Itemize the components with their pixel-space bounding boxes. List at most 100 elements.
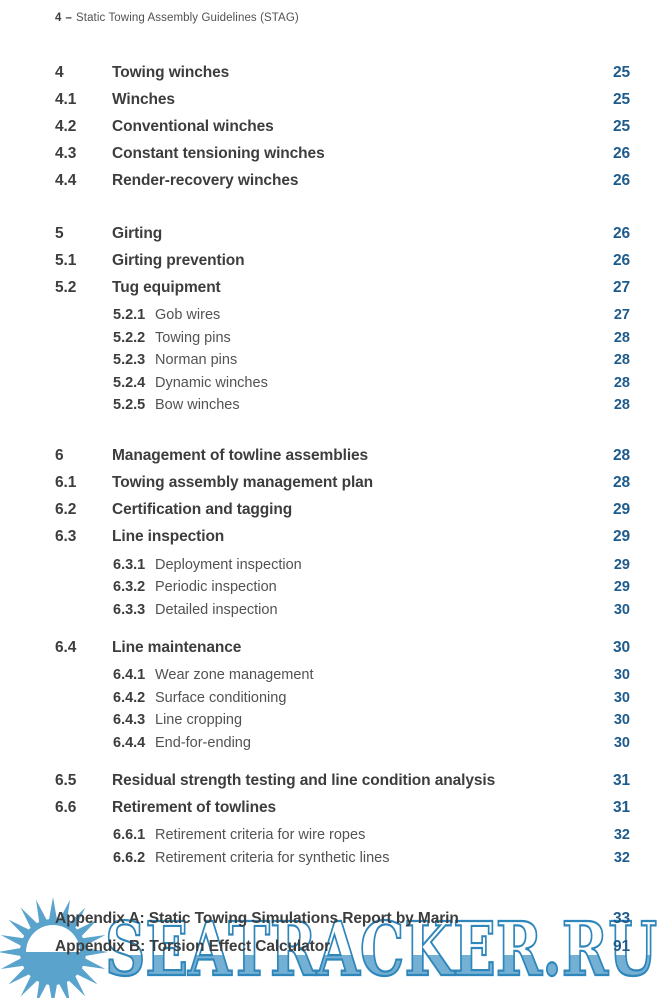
appendix-list: Appendix A: Static Towing Simulations Re… xyxy=(55,905,630,961)
appendix-page: 33 xyxy=(612,910,630,927)
toc-row: 6.4.3 Line cropping 30 xyxy=(55,709,630,732)
toc-entry-page: 26 xyxy=(612,224,630,242)
toc-entry-page: 25 xyxy=(612,117,630,135)
toc-entry-page: 30 xyxy=(613,667,630,684)
toc-entry-number: 5.2.5 xyxy=(113,397,146,414)
toc-entry-number: 5 xyxy=(55,224,64,242)
toc-entry-page: 29 xyxy=(613,556,630,573)
toc-entry-title: Management of towline assemblies xyxy=(112,447,369,464)
toc-row: 6.4.1 Wear zone management 30 xyxy=(55,664,630,687)
sun-ray xyxy=(36,899,49,927)
sun-ray xyxy=(48,897,58,924)
toc-entry-number: 6.3.1 xyxy=(113,556,146,573)
toc-entry-title: Wear zone management xyxy=(155,667,314,684)
toc-row: 5.2.2 Towing pins 28 xyxy=(55,327,630,350)
toc-entry-title: Detailed inspection xyxy=(155,601,278,618)
toc-row: 6.6 Retirement of towlines 31 xyxy=(55,794,630,821)
toc-entry-page: 28 xyxy=(613,329,630,346)
toc-entry-number: 6.6.2 xyxy=(113,849,146,866)
toc-entry-title: Towing pins xyxy=(155,329,231,346)
toc-row: 5.2.5 Bow winches 28 xyxy=(55,394,630,417)
appendix-row: Appendix A: Static Towing Simulations Re… xyxy=(55,905,630,933)
toc-entry-page: 28 xyxy=(613,352,630,369)
toc-row: 6.5 Residual strength testing and line co… xyxy=(55,767,630,794)
toc-entry-title: Line cropping xyxy=(155,712,243,729)
toc-entry-title: Periodic inspection xyxy=(155,579,277,596)
header-document-title: Static Towing Assembly Guidelines (STAG) xyxy=(76,12,299,24)
toc-entry-number: 6.4.1 xyxy=(113,667,146,684)
toc-entry-title: Deployment inspection xyxy=(155,556,302,573)
toc-entry-number: 6.6 xyxy=(55,798,77,816)
toc-entry-page: 26 xyxy=(612,251,630,269)
toc-row: 6.3.2 Periodic inspection 29 xyxy=(55,576,630,599)
toc-entry-page: 28 xyxy=(613,397,630,414)
toc-row: 5.2.1 Gob wires 27 xyxy=(55,304,630,327)
toc-entry-title: Line maintenance xyxy=(112,638,242,656)
seatracker-watermark: SEATRACKER.RU xyxy=(0,897,658,998)
toc-entry-page: 30 xyxy=(613,734,630,751)
toc-entry-number: 4 xyxy=(55,63,64,81)
toc-entry-number: 6.5 xyxy=(55,771,77,789)
toc-row: 6.4.2 Surface conditioning 30 xyxy=(55,687,630,710)
toc-entry-title: Retirement criteria for wire ropes xyxy=(155,827,366,844)
sun-ray xyxy=(78,956,106,969)
toc-list: 4 Towing winches 25 4.1 Winches 25 4.2 Conventi… xyxy=(55,59,630,869)
toc-entry-title: Girting prevention xyxy=(112,251,245,269)
toc-entry-title: Conventional winches xyxy=(112,117,274,135)
toc-row: 6 Management of towline assemblies 28 xyxy=(55,443,630,470)
toc-entry-number: 5.2 xyxy=(55,278,77,296)
toc-entry-number: 4.3 xyxy=(55,144,77,162)
sun-ray xyxy=(57,899,70,927)
toc-entry-title: Render-recovery winches xyxy=(112,171,299,189)
toc-entry-title: Retirement of towlines xyxy=(112,798,277,816)
toc-entry-number: 6.4.3 xyxy=(113,712,146,729)
toc-entry-page: 27 xyxy=(613,307,630,324)
toc-entry-page: 28 xyxy=(612,474,630,491)
toc-entry-title: Winches xyxy=(112,90,175,108)
toc-entry-page: 30 xyxy=(612,638,630,656)
toc-entry-title: Residual strength testing and line condi… xyxy=(112,771,496,789)
toc-entry-number: 4.1 xyxy=(55,90,77,108)
toc-entry-title: Norman pins xyxy=(155,352,238,369)
toc-entry-page: 28 xyxy=(612,447,630,464)
toc-entry-page: 30 xyxy=(613,601,630,618)
toc-entry-title: Bow winches xyxy=(155,397,240,414)
toc-entry-title: Tug equipment xyxy=(112,278,221,296)
toc-row: 6.6.1 Retirement criteria for wire ropes 3… xyxy=(55,824,630,847)
toc-row: 6.6.2 Retirement criteria for synthetic l… xyxy=(55,847,630,870)
toc-entry-title: Line inspection xyxy=(112,528,225,545)
sun-ray xyxy=(0,947,25,957)
toc-row: 6.3.3 Detailed inspection 30 xyxy=(55,599,630,622)
toc-entry-number: 6.4 xyxy=(55,638,77,656)
toc-entry-title: Girting xyxy=(112,224,163,242)
toc-entry-page: 25 xyxy=(612,63,630,81)
toc-entry-title: End-for-ending xyxy=(155,734,251,751)
toc-row: 6.4 Line maintenance 30 xyxy=(55,634,630,661)
sun-ray xyxy=(48,980,58,998)
toc-entry-number: 5.2.1 xyxy=(113,307,146,324)
toc-entry-number: 6.3.3 xyxy=(113,601,146,618)
appendix-title: Appendix B: Torsion Effect Calculator xyxy=(55,938,331,955)
toc-entry-page: 25 xyxy=(612,90,630,108)
toc-entry-page: 26 xyxy=(612,144,630,162)
toc-entry-title: Surface conditioning xyxy=(155,689,287,706)
toc-row: 6.4.4 End-for-ending 30 xyxy=(55,732,630,755)
toc-entry-number: 5.2.4 xyxy=(113,374,146,391)
toc-entry-page: 30 xyxy=(613,712,630,729)
appendix-title: Appendix A: Static Towing Simulations Re… xyxy=(55,910,459,927)
toc-row: 5.2 Tug equipment 27 xyxy=(55,274,630,301)
toc-entry-number: 6 xyxy=(55,447,64,464)
toc-entry-number: 6.2 xyxy=(55,501,77,518)
toc-row: 5.1 Girting prevention 26 xyxy=(55,247,630,274)
sun-ray xyxy=(0,956,28,969)
toc-row: 5.2.4 Dynamic winches 28 xyxy=(55,372,630,395)
toc-row: 4 Towing winches 25 xyxy=(55,59,630,86)
toc-entry-number: 6.4.4 xyxy=(113,734,146,751)
toc-row: 5.2.3 Norman pins 28 xyxy=(55,349,630,372)
toc-entry-page: 29 xyxy=(612,501,630,518)
toc-entry-title: Certification and tagging xyxy=(112,501,293,518)
toc-entry-number: 4.4 xyxy=(55,171,77,189)
toc-entry-page: 26 xyxy=(612,171,630,189)
sun-ray xyxy=(81,947,108,957)
